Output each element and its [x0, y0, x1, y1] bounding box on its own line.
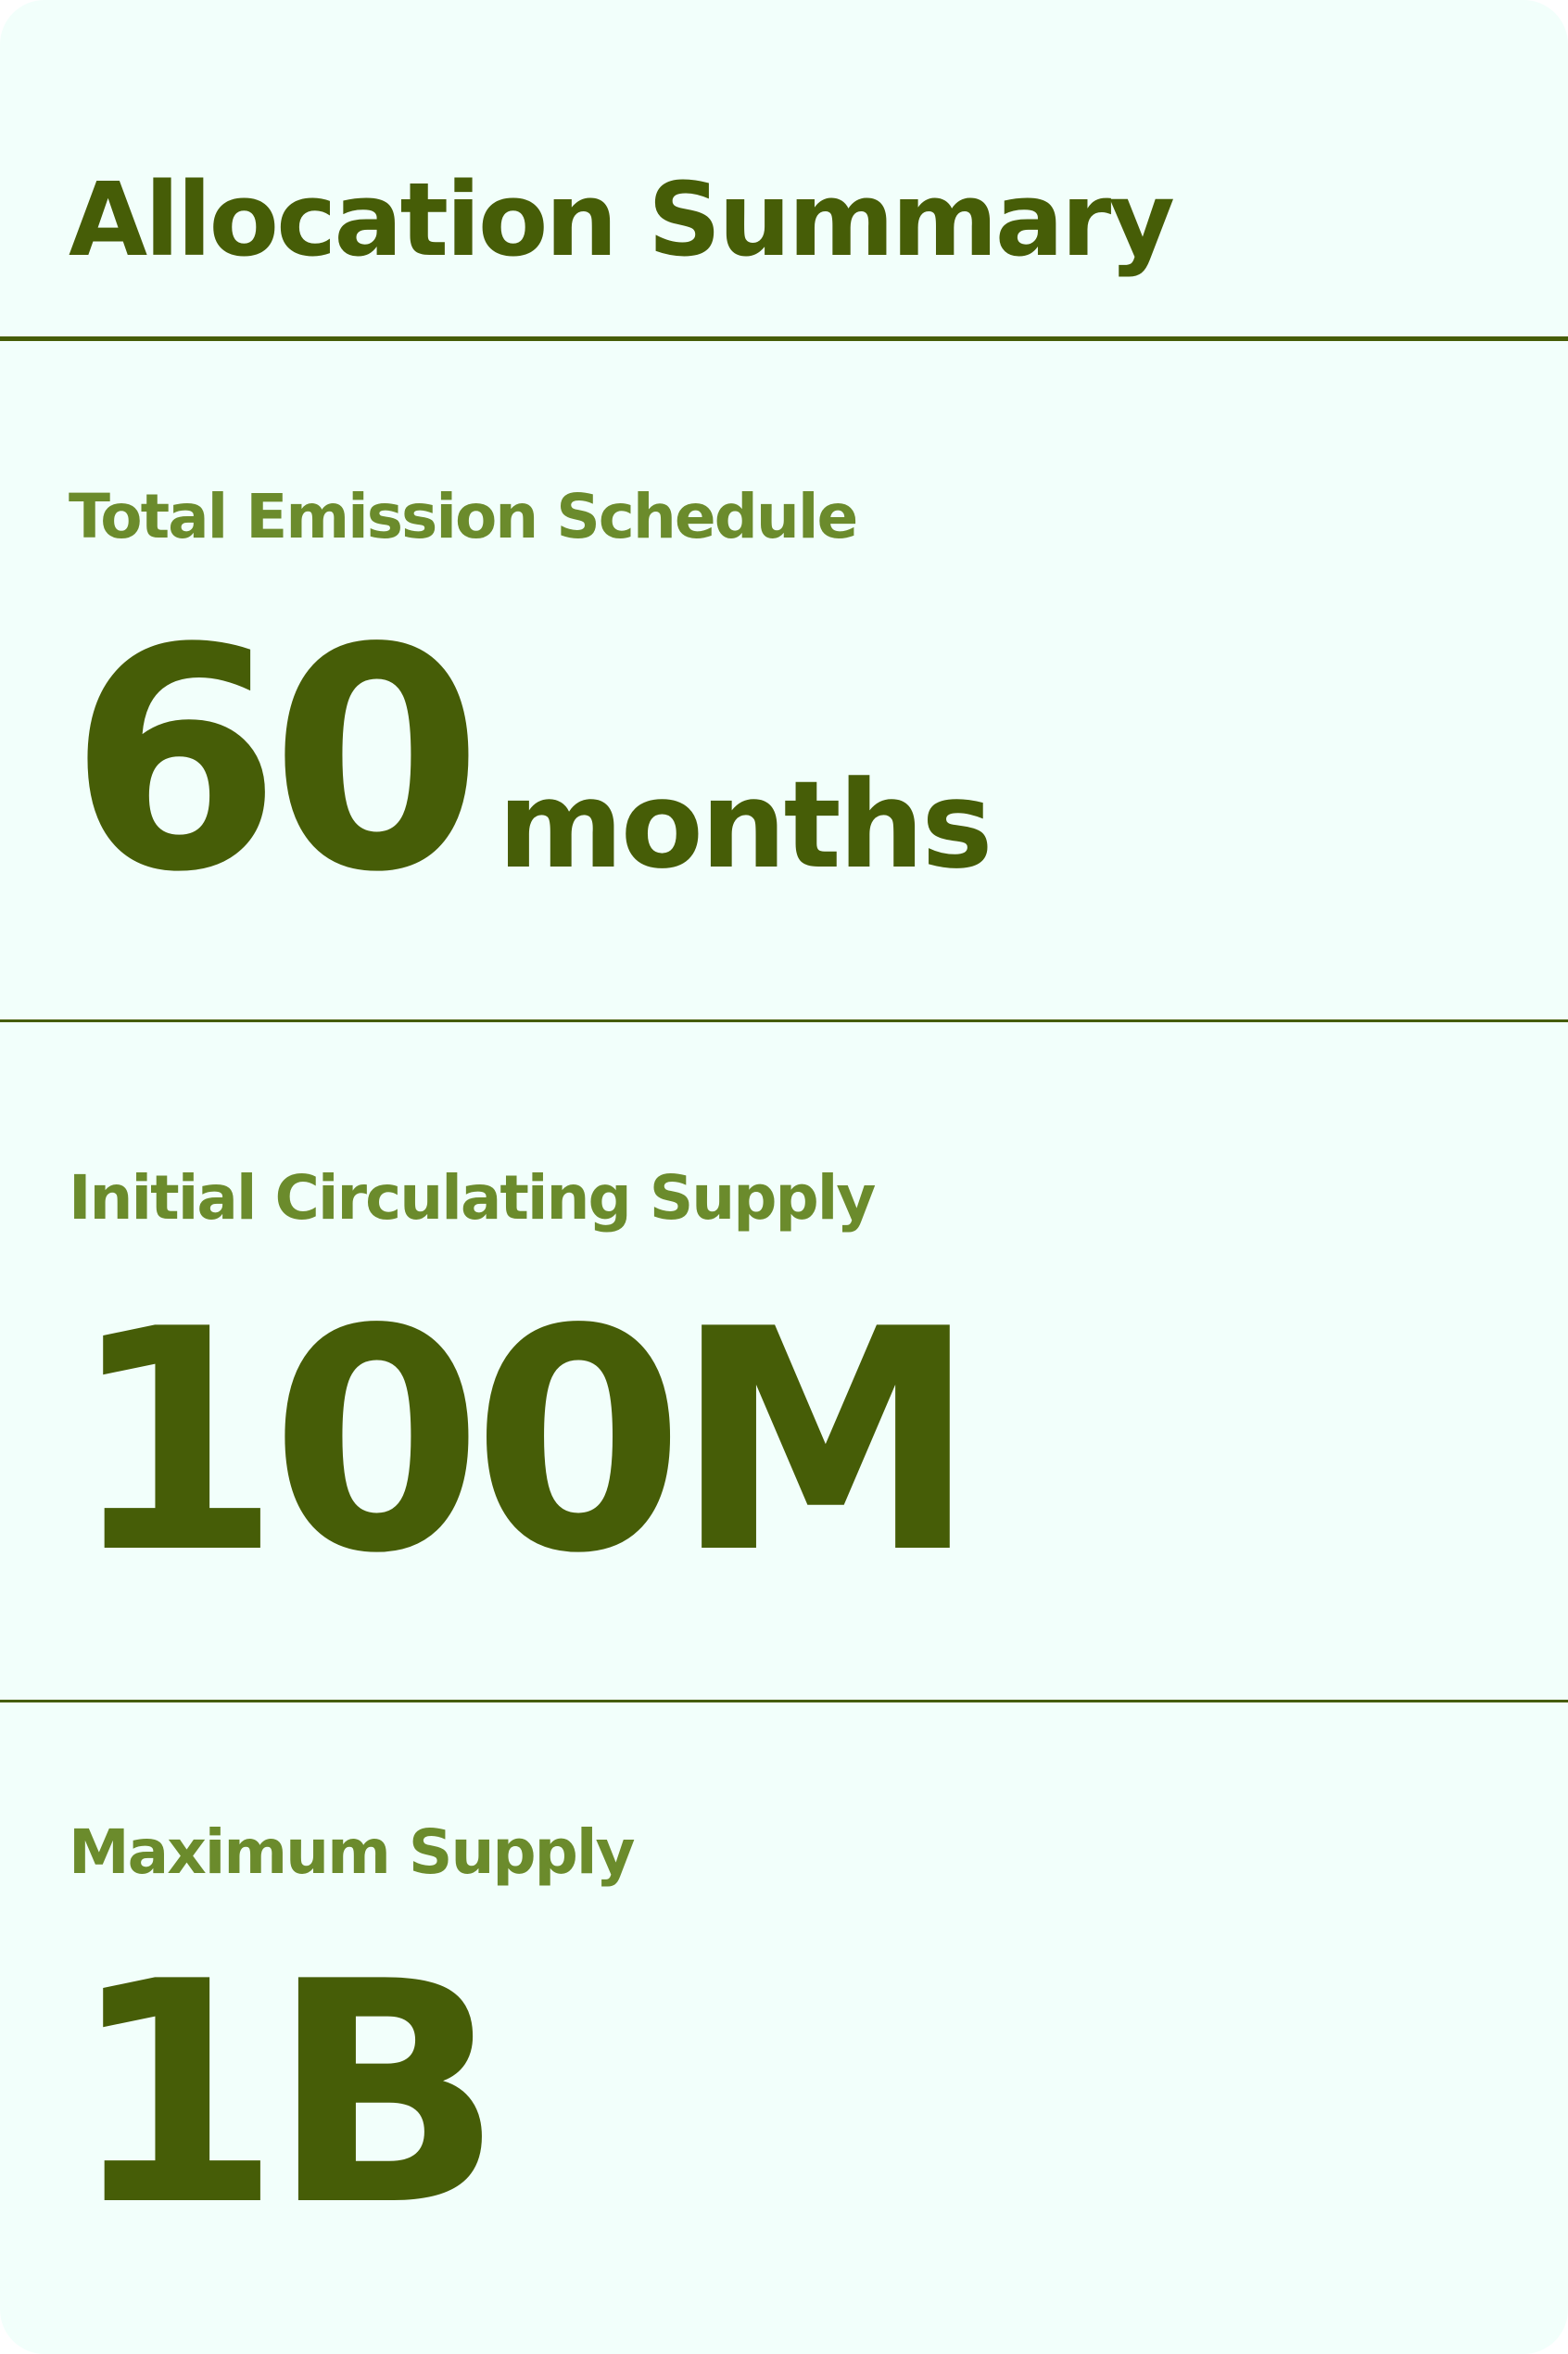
stat-value: 60 months	[69, 608, 993, 914]
stat-maximum-supply: Maximum Supply 1B	[0, 1702, 1568, 2354]
stat-value-number: 100M	[69, 1264, 978, 1620]
stat-initial-circulating-supply: Initial Circulating Supply 100M	[0, 1022, 1568, 1702]
stat-value-number: 60	[69, 583, 483, 939]
stat-label: Total Emission Schedule	[69, 481, 858, 552]
stat-value: 100M	[69, 1289, 978, 1595]
card-header: Allocation Summary	[0, 0, 1568, 341]
stat-label: Initial Circulating Supply	[69, 1162, 876, 1234]
stat-total-emission-schedule: Total Emission Schedule 60 months	[0, 341, 1568, 1022]
stat-value-number: 1B	[69, 1917, 503, 2272]
card-title: Allocation Summary	[69, 160, 1175, 279]
stat-value-unit: months	[498, 754, 993, 895]
stat-value: 1B	[69, 1942, 503, 2247]
stat-label: Maximum Supply	[69, 1816, 636, 1888]
